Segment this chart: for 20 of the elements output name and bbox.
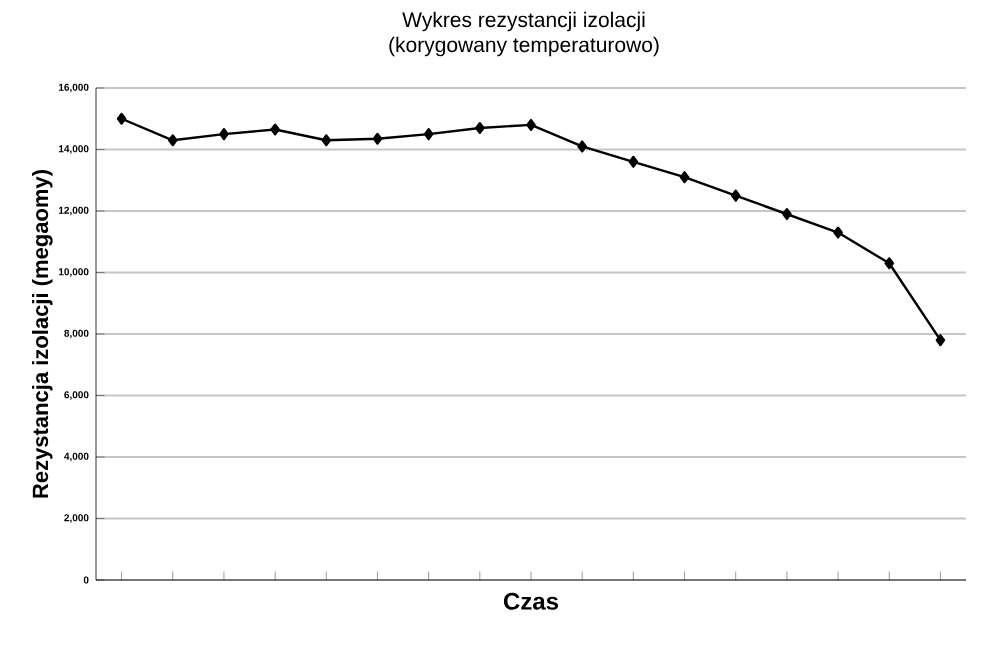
point	[219, 128, 229, 141]
point	[782, 208, 792, 221]
point	[423, 128, 434, 141]
point	[730, 189, 741, 202]
point	[167, 134, 178, 147]
point	[321, 134, 332, 147]
point	[526, 118, 536, 131]
chart-title: Wykres rezystancji izolacji (korygowany temperaturowo)	[389, 11, 659, 57]
point	[577, 140, 587, 153]
y-axis-title: Rezystancja izolacji (megaomy)	[32, 170, 53, 498]
point	[372, 132, 383, 145]
point	[475, 121, 485, 134]
point	[628, 155, 639, 168]
point	[935, 334, 946, 347]
x-axis-title: Czas	[503, 592, 559, 610]
point	[270, 123, 280, 136]
point	[116, 112, 127, 125]
point	[833, 226, 843, 239]
point	[884, 257, 895, 270]
point	[679, 171, 690, 184]
